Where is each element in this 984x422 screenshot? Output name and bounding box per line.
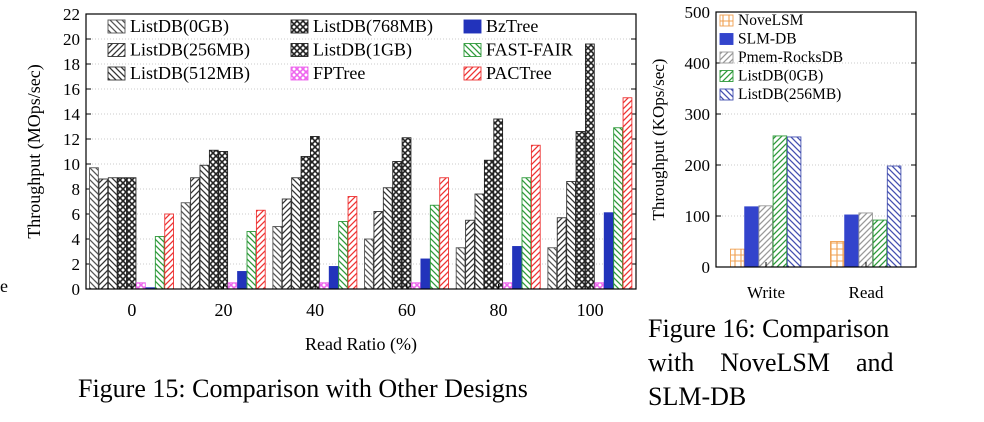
figure-16-caption-line-3: SLM-DB: [648, 382, 747, 411]
y-tick-label: 8: [72, 180, 81, 199]
x-tick-label: Write: [747, 283, 785, 302]
y-tick-label: 300: [685, 105, 711, 124]
figure-16-caption-line-1: Figure 16: Comparison: [648, 314, 890, 343]
y-tick-label: 12: [63, 130, 80, 149]
y-tick-label: 0: [702, 258, 711, 277]
legend-label: ListDB(0GB): [130, 16, 229, 37]
legend-swatch: [719, 70, 734, 82]
legend-swatch: [290, 66, 309, 81]
chart-figure-16: 0 100 200 300 400 500 Write Read Throughput (KOp…: [649, 3, 917, 302]
plot-frame: [85, 13, 637, 290]
legend-label: Pmem-RocksDB: [738, 49, 843, 66]
bar-listdb-256mb--read: [886, 165, 902, 268]
bar-slm-db-read: [844, 214, 859, 268]
bar-pmem-rocksdb-read: [858, 212, 873, 268]
y-tick-label: 4: [72, 230, 81, 249]
y-tick-label: 16: [63, 80, 80, 99]
legend-swatch: [463, 43, 482, 57]
y-tick-label: 500: [685, 3, 711, 22]
y-tick-label: 22: [63, 5, 80, 24]
stray-text: e: [0, 276, 8, 296]
x-axis-label: Read Ratio (%): [305, 334, 417, 355]
y-tick-label: 100: [685, 207, 711, 226]
legend-label: FPTree: [313, 63, 365, 83]
y-tick-label: 0: [72, 280, 81, 299]
legend-swatch: [719, 14, 734, 27]
bar-novelsm-write: [730, 248, 745, 268]
y-tick-label: 2: [72, 255, 81, 274]
plot-frame: [715, 11, 917, 268]
legend-swatch: [719, 33, 734, 45]
legend-label: PACTree: [486, 63, 552, 83]
legend-label: BzTree: [486, 16, 538, 36]
y-tick-label: 18: [63, 55, 80, 74]
legend-swatch: [719, 88, 734, 101]
y-axis-label: Throughput (MOps/sec): [24, 64, 45, 238]
y-tick-label: 10: [63, 155, 80, 174]
x-tick-label: 80: [490, 300, 508, 320]
bar-slm-db-write: [744, 206, 759, 268]
y-tick-label: 20: [63, 30, 80, 49]
legend-swatch: [463, 66, 482, 81]
legend-label: ListDB(768MB): [313, 16, 433, 37]
legend-swatch: [107, 43, 126, 57]
y-axis-label: Throughput (KOps/sec): [649, 59, 668, 221]
legend-label: FAST-FAIR: [486, 40, 573, 60]
legend-swatch: [107, 19, 126, 34]
x-tick-label: 0: [127, 300, 136, 320]
chart-figure-15: 0 2 4 6 8 10 12 14 16 18 20 22 0 20 40 60 80 100 Read Rati…: [24, 5, 637, 355]
y-tick-label: 200: [685, 156, 711, 175]
legend-label: NoveLSM: [738, 12, 804, 29]
legend-label: ListDB(512MB): [130, 63, 250, 84]
y-tick-label: 6: [72, 205, 81, 224]
bar-listdb-256mb--write: [786, 136, 802, 268]
legend-label: ListDB(256MB): [738, 86, 841, 103]
bar-pmem-rocksdb-write: [758, 205, 773, 268]
legend-swatch: [463, 19, 482, 34]
figure-16-caption-line-2: with NoveLSM and: [648, 348, 894, 377]
x-tick-label: 100: [577, 300, 604, 320]
legend-swatch: [290, 19, 309, 34]
legend-label: SLM-DB: [738, 31, 797, 48]
x-tick-label: 40: [306, 300, 324, 320]
bar-listdb-0gb--write: [772, 135, 788, 268]
y-tick-label: 14: [63, 105, 81, 124]
bar-listdb-0gb--read: [872, 219, 888, 268]
x-tick-label: 60: [398, 300, 416, 320]
y-tick-label: 400: [685, 54, 711, 73]
x-tick-label: 20: [215, 300, 233, 320]
figure-16-caption: Figure 16: Comparison with NoveLSM and S…: [648, 312, 930, 414]
figure-15-caption: Figure 15: Comparison with Other Designs: [78, 374, 528, 403]
x-tick-label: Read: [849, 283, 884, 302]
legend-swatch: [719, 51, 734, 64]
legend-label: ListDB(0GB): [738, 68, 823, 85]
bar-novelsm-read: [830, 241, 845, 268]
legend-label: ListDB(1GB): [313, 40, 412, 61]
legend-swatch: [107, 66, 126, 81]
legend-label: ListDB(256MB): [130, 40, 250, 61]
legend-swatch: [290, 43, 309, 57]
